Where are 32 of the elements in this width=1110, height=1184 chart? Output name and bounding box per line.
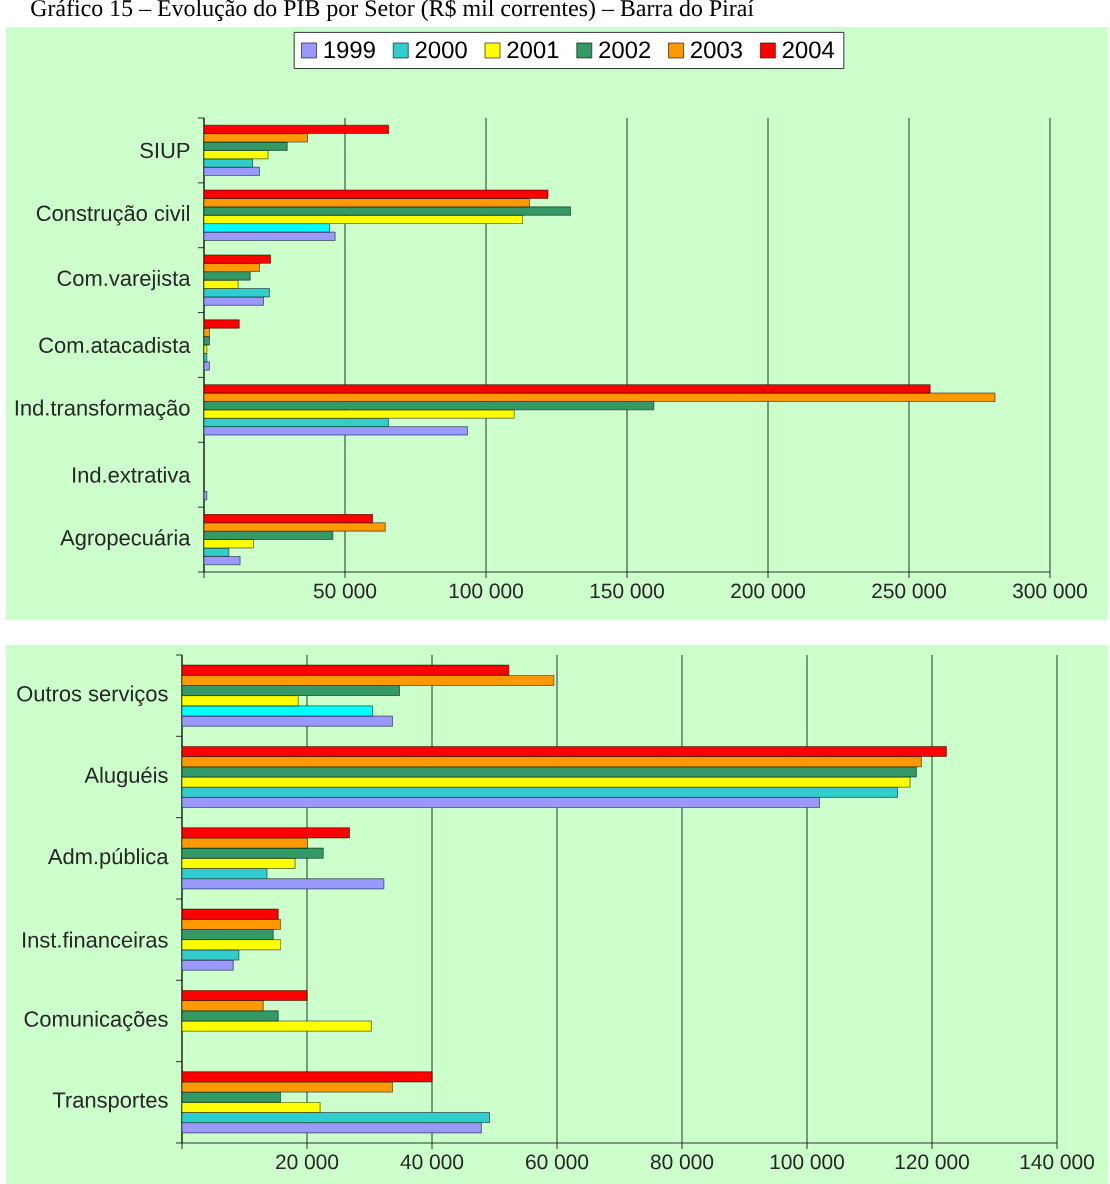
- y-tick-label: SIUP: [140, 142, 190, 159]
- x-tick-label: 150 000: [590, 583, 664, 599]
- x-tick-label: 300 000: [1012, 583, 1087, 599]
- y-tick-label: Inst.financeiras: [23, 931, 168, 948]
- y-tick-label: Construção civil: [36, 205, 189, 226]
- x-tick-label: 100 000: [770, 1154, 844, 1170]
- y-tick-label: Ind.transformação: [15, 399, 190, 421]
- legend-label: 2002: [599, 41, 651, 59]
- y-tick-label: Ind.extrativa: [73, 466, 191, 483]
- x-tick-label: 120 000: [895, 1154, 969, 1170]
- x-tick-label: 60 000: [526, 1154, 589, 1170]
- x-tick-label: 100 000: [449, 583, 523, 599]
- x-tick-label: 140 000: [1020, 1154, 1094, 1170]
- y-tick-label: Agropecuária: [60, 529, 191, 550]
- y-tick-label: Com.atacadista: [39, 336, 191, 354]
- x-tick-label: 80 000: [650, 1154, 714, 1170]
- y-tick-label: Transportes: [52, 1092, 168, 1113]
- y-tick-label: Aluguéis: [84, 766, 168, 788]
- legend-label: 2001: [507, 41, 559, 59]
- legend-label: 2000: [415, 41, 467, 59]
- legend-label: 1999: [324, 41, 375, 59]
- y-tick-label: Comunicações: [24, 1010, 168, 1032]
- legend-label: 2004: [782, 41, 835, 59]
- x-tick-label: 50 000: [313, 583, 377, 599]
- x-tick-label: 200 000: [731, 583, 805, 599]
- legend-label: 2003: [691, 41, 742, 59]
- y-tick-label: Adm.pública: [47, 847, 169, 869]
- x-tick-label: 20 000: [276, 1154, 339, 1170]
- x-tick-label: 40 000: [400, 1154, 464, 1170]
- y-tick-label: Com.varejista: [57, 269, 191, 291]
- x-tick-label: 250 000: [872, 583, 946, 599]
- y-tick-label: Outros serviços: [17, 685, 168, 706]
